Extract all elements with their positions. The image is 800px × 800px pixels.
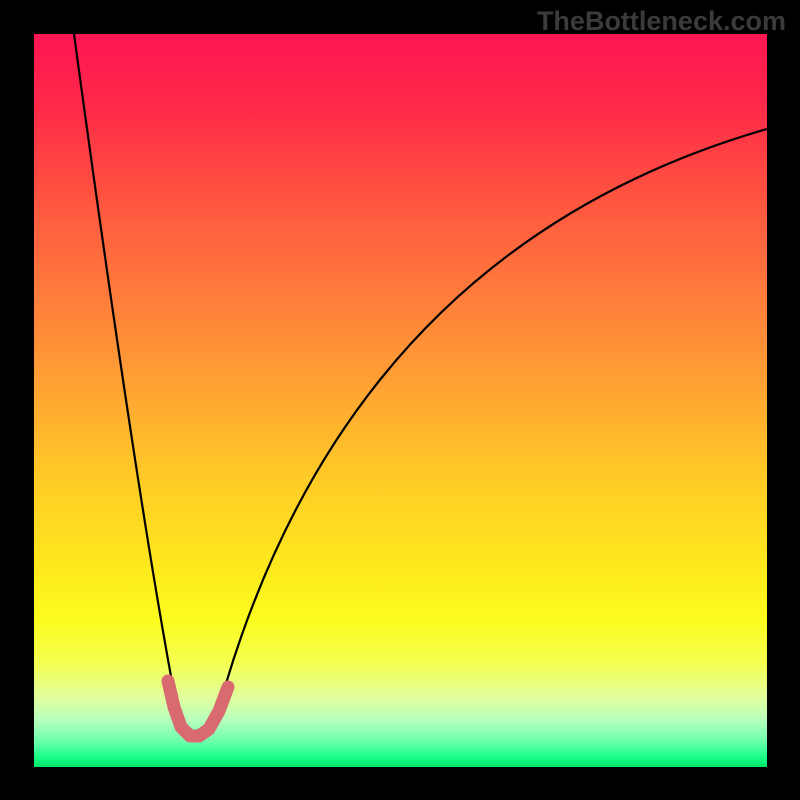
curve-highlight-dots bbox=[168, 681, 228, 736]
plot-svg bbox=[34, 34, 767, 767]
curve-right-branch bbox=[212, 129, 767, 734]
watermark-text: TheBottleneck.com bbox=[537, 6, 786, 37]
plot-frame bbox=[34, 34, 767, 767]
curve-left-branch bbox=[74, 34, 182, 734]
stage: TheBottleneck.com bbox=[0, 0, 800, 800]
